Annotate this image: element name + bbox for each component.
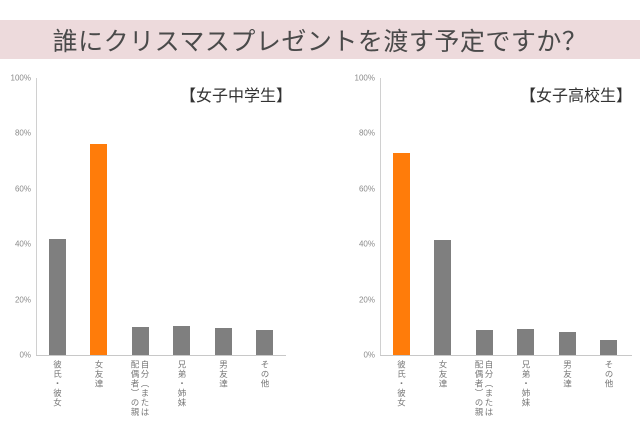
chart-title: 【女子中学生】 bbox=[180, 86, 293, 105]
x-tick-label: その他 bbox=[259, 360, 269, 389]
x-tick-label: 自分（または 配偶者）の親 bbox=[473, 360, 493, 417]
y-axis bbox=[380, 78, 381, 355]
x-tick-label: 女友達 bbox=[93, 360, 103, 389]
y-tick-label: 0% bbox=[363, 350, 375, 360]
y-tick-label: 20% bbox=[14, 295, 31, 305]
title-banner: 誰にクリスマスプレゼントを渡す予定ですか？ bbox=[0, 20, 640, 59]
chart-junior-high: 【女子中学生】 100% 80% 60% 40% 20% 0% 彼氏・彼女 女友達 自分（また… bbox=[10, 73, 293, 418]
x-tick-label: 兄弟・姉妹 bbox=[176, 360, 186, 408]
y-tick-label: 100% bbox=[354, 73, 375, 83]
bar bbox=[131, 327, 149, 355]
bar bbox=[256, 329, 273, 355]
x-tick-label: 女友達 bbox=[437, 360, 447, 389]
chart-title: 【女子高校生】 bbox=[520, 86, 633, 105]
y-axis bbox=[36, 78, 37, 355]
x-tick-label: 彼氏・彼女 bbox=[395, 360, 406, 408]
bar bbox=[475, 330, 493, 355]
x-tick-label: 彼氏・彼女 bbox=[51, 360, 62, 408]
x-tick-label: その他 bbox=[603, 360, 613, 389]
y-tick-label: 80% bbox=[14, 128, 31, 138]
bar bbox=[214, 328, 232, 355]
x-tick-label: 男友達 bbox=[561, 360, 572, 389]
bar bbox=[558, 332, 576, 355]
bar bbox=[434, 240, 451, 355]
y-tick-label: 40% bbox=[358, 239, 375, 249]
page-title: 誰にクリスマスプレゼントを渡す予定ですか？ bbox=[52, 26, 588, 56]
bar bbox=[600, 340, 617, 355]
x-axis bbox=[380, 355, 632, 356]
bar bbox=[392, 152, 410, 355]
y-tick-label: 60% bbox=[358, 184, 375, 194]
x-axis bbox=[36, 355, 286, 356]
bar bbox=[173, 325, 190, 355]
bar bbox=[48, 238, 66, 355]
y-tick-label: 100% bbox=[10, 73, 31, 83]
bar bbox=[90, 144, 107, 355]
y-tick-label: 20% bbox=[358, 295, 375, 305]
y-tick-label: 80% bbox=[358, 128, 375, 138]
x-tick-label: 男友達 bbox=[217, 360, 228, 389]
x-tick-label: 自分（または 配偶者）の親 bbox=[129, 360, 149, 417]
y-tick-label: 0% bbox=[19, 350, 31, 360]
bar bbox=[517, 328, 534, 355]
y-tick-label: 40% bbox=[14, 239, 31, 249]
x-tick-label: 兄弟・姉妹 bbox=[520, 360, 530, 408]
y-tick-label: 60% bbox=[14, 184, 31, 194]
